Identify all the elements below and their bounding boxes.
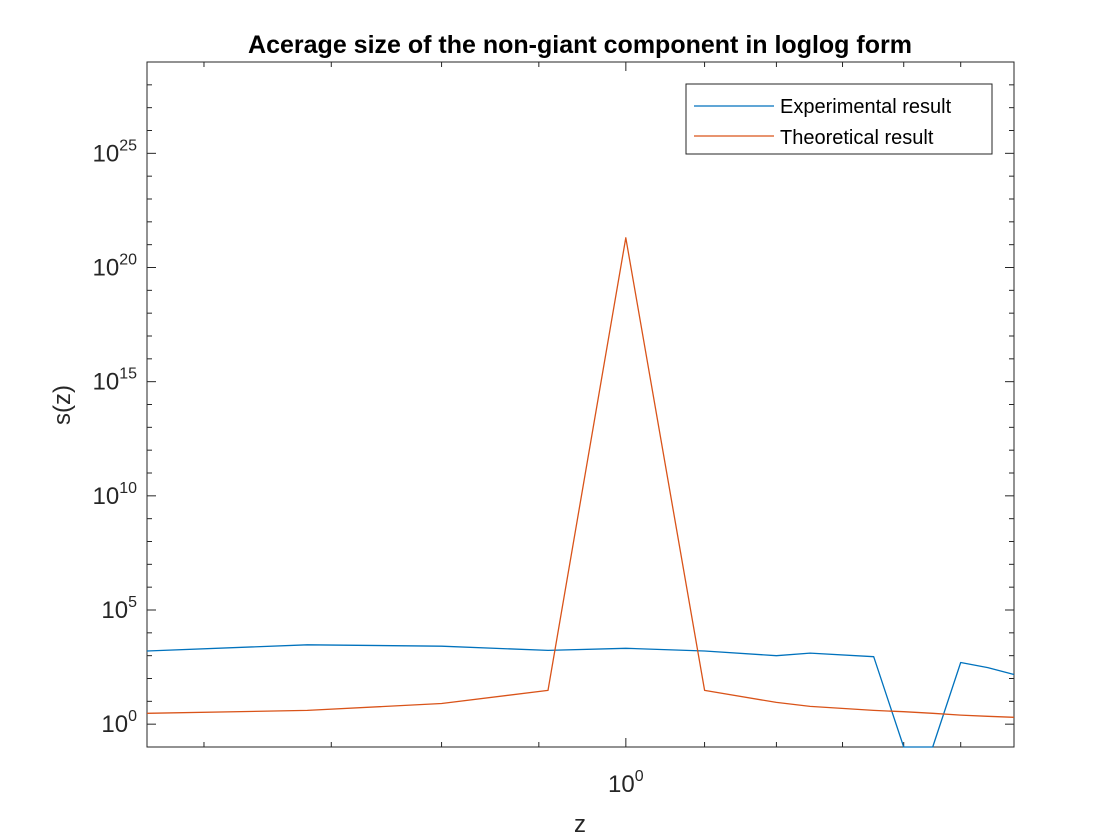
x-axis-label: z: [574, 811, 586, 838]
y-tick-label: 1025: [93, 137, 138, 167]
series-lines: [146, 237, 1015, 748]
y-tick-label: 1015: [93, 366, 138, 396]
y-tick-label: 100: [101, 708, 137, 738]
legend-label-theoretical: Theoretical result: [780, 127, 934, 149]
y-axis-ticks: 100 105 1010 1015 1020 1025: [93, 61, 1014, 748]
chart-title: Acerage size of the non-giant component …: [248, 31, 912, 59]
series-line-experimental-result: [146, 644, 1015, 748]
legend-label-experimental: Experimental result: [780, 96, 952, 118]
legend-box: [685, 83, 993, 155]
series-line-theoretical-result: [146, 237, 1015, 718]
plot-box: [146, 61, 1015, 748]
y-tick-label: 105: [101, 594, 137, 624]
y-tick-label: 1020: [93, 252, 138, 282]
legend: Experimental result Theoretical result: [685, 83, 993, 155]
x-tick-label: 100: [608, 768, 644, 798]
x-axis-ticks: 100: [203, 62, 962, 798]
y-axis-label: s(z): [49, 385, 76, 425]
plot-area: 100 105 1010 1015 1020 1025 100: [93, 61, 1015, 798]
y-tick-label: 1010: [93, 480, 138, 510]
